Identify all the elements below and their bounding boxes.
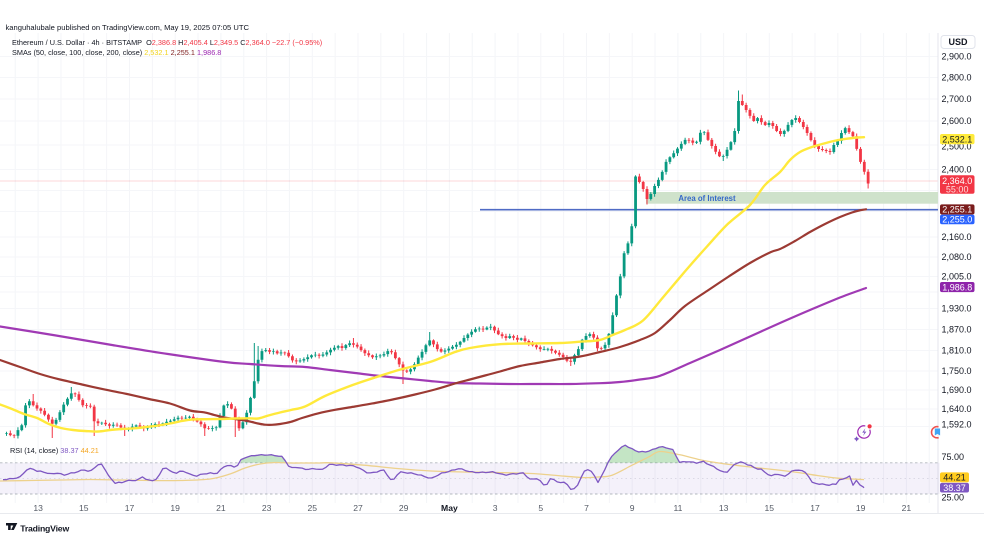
svg-text:USD: USD	[948, 37, 968, 47]
svg-text:2,400.0: 2,400.0	[942, 165, 972, 175]
svg-text:1,930.0: 1,930.0	[942, 304, 972, 314]
svg-text:21: 21	[902, 503, 912, 513]
svg-text:9: 9	[630, 503, 635, 513]
svg-text:TradingView: TradingView	[21, 524, 70, 534]
svg-text:2,255.1: 2,255.1	[942, 205, 972, 215]
svg-text:7: 7	[584, 503, 589, 513]
svg-text:2,700.0: 2,700.0	[942, 94, 972, 104]
svg-text:13: 13	[719, 503, 729, 513]
svg-text:2,900.0: 2,900.0	[942, 52, 972, 62]
svg-text:2,600.0: 2,600.0	[942, 116, 972, 126]
svg-text:13: 13	[33, 503, 43, 513]
svg-text:1,750.0: 1,750.0	[942, 366, 972, 376]
svg-text:3: 3	[493, 503, 498, 513]
svg-text:75.00: 75.00	[942, 452, 965, 462]
svg-text:15: 15	[79, 503, 89, 513]
svg-text:25: 25	[308, 503, 318, 513]
svg-text:19: 19	[856, 503, 866, 513]
svg-text:27: 27	[353, 503, 363, 513]
svg-text:2,532.1: 2,532.1	[942, 134, 972, 144]
svg-text:2,364.0: 2,364.0	[942, 176, 972, 186]
svg-text:1,690.0: 1,690.0	[942, 385, 972, 395]
svg-text:2,800.0: 2,800.0	[942, 73, 972, 83]
svg-text:2,500.0: 2,500.0	[942, 142, 972, 152]
svg-text:11: 11	[673, 503, 682, 513]
svg-text:17: 17	[810, 503, 820, 513]
svg-text:2,005.0: 2,005.0	[942, 272, 972, 282]
svg-text:5: 5	[538, 503, 543, 513]
svg-text:38.37: 38.37	[943, 483, 966, 493]
svg-text:2,160.0: 2,160.0	[942, 232, 972, 242]
svg-text:55:00: 55:00	[946, 185, 969, 195]
svg-text:1,986.8: 1,986.8	[942, 282, 972, 292]
svg-text:2,255.0: 2,255.0	[942, 215, 972, 225]
svg-text:1,592.0: 1,592.0	[942, 420, 972, 430]
svg-text:29: 29	[399, 503, 409, 513]
svg-text:25.00: 25.00	[942, 493, 965, 503]
svg-text:19: 19	[170, 503, 180, 513]
svg-text:2,080.0: 2,080.0	[942, 252, 972, 262]
svg-text:17: 17	[125, 503, 135, 513]
svg-text:1,640.0: 1,640.0	[942, 404, 972, 414]
svg-text:15: 15	[765, 503, 775, 513]
svg-text:1,870.0: 1,870.0	[942, 325, 972, 335]
svg-text:1,810.0: 1,810.0	[942, 346, 972, 356]
svg-text:23: 23	[262, 503, 272, 513]
svg-text:May: May	[441, 503, 458, 513]
svg-text:44.21: 44.21	[943, 473, 966, 483]
svg-text:21: 21	[216, 503, 226, 513]
svg-text:Area of Interest: Area of Interest	[678, 194, 736, 203]
